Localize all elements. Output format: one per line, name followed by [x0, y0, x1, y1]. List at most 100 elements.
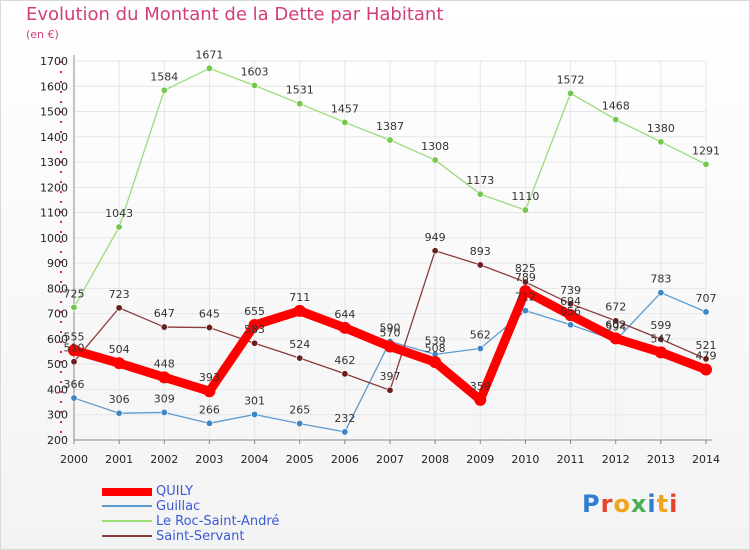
data-label-saint-servant: 510	[64, 342, 85, 355]
logo-letter: t	[656, 490, 670, 518]
data-label-saint-servant: 647	[154, 307, 175, 320]
data-label-saint-servant: 949	[425, 231, 446, 244]
data-point-quily	[293, 304, 306, 317]
data-point-quily	[113, 357, 126, 370]
x-tick-label: 2014	[692, 453, 720, 466]
data-point-quily	[68, 344, 80, 357]
data-label-quily: 602	[605, 318, 626, 331]
data-label-le-roc-saint-andre: 1380	[647, 122, 675, 135]
legend-label-quily: QUILY	[156, 484, 194, 499]
x-tick-label: 2008	[421, 453, 449, 466]
data-label-quily: 655	[244, 305, 265, 318]
data-label-le-roc-saint-andre: 1110	[511, 190, 539, 203]
data-label-saint-servant: 521	[696, 339, 717, 352]
data-label-guillac: 366	[64, 378, 85, 391]
data-point-le-roc-saint-andre	[476, 190, 484, 198]
legend-label-guillac: Guillac	[156, 499, 201, 514]
data-point-quily	[654, 346, 667, 359]
y-tick-label: 700	[47, 308, 68, 321]
y-tick-label: 400	[47, 383, 68, 396]
data-point-quily	[248, 319, 261, 332]
data-labels: 366 306 309 266 301 265 232 590 539 562 712 656 594 7…	[64, 48, 721, 425]
data-point-le-roc-saint-andre	[115, 223, 123, 231]
logo-letter: P	[582, 490, 601, 518]
data-label-quily: 694	[560, 295, 581, 308]
x-tick-label: 2003	[195, 453, 223, 466]
y-tick-label: 800	[47, 282, 68, 295]
data-point-quily	[384, 340, 396, 353]
data-label-guillac: 590	[380, 321, 401, 334]
data-point-saint-servant	[341, 370, 349, 378]
data-label-saint-servant: 462	[334, 354, 355, 367]
data-point-quily	[519, 285, 532, 298]
data-point-guillac	[296, 420, 304, 428]
data-point-saint-servant	[567, 300, 575, 308]
data-point-guillac	[251, 410, 259, 418]
data-label-le-roc-saint-andre: 1308	[421, 140, 449, 153]
data-point-saint-servant	[702, 355, 710, 363]
data-label-saint-servant: 723	[109, 288, 130, 301]
data-label-le-roc-saint-andre: 725	[64, 287, 85, 300]
data-label-le-roc-saint-andre: 1173	[466, 174, 494, 187]
data-point-le-roc-saint-andre	[431, 156, 439, 164]
data-label-le-roc-saint-andre: 1572	[557, 73, 585, 86]
data-label-le-roc-saint-andre: 1457	[331, 102, 359, 115]
data-label-guillac: 783	[650, 273, 671, 286]
legend-label-saint-servant: Saint-Servant	[156, 529, 245, 544]
y-tick-label: 1100	[40, 207, 68, 220]
x-tick-label: 2005	[286, 453, 314, 466]
data-point-le-roc-saint-andre	[521, 206, 529, 214]
data-label-saint-servant: 825	[515, 262, 536, 275]
y-tick-label: 1500	[40, 106, 68, 119]
data-point-le-roc-saint-andre	[657, 138, 665, 146]
data-point-le-roc-saint-andre	[567, 89, 575, 97]
data-point-guillac	[657, 289, 665, 297]
data-point-guillac	[341, 428, 349, 436]
data-point-quily	[700, 363, 712, 376]
data-point-guillac	[567, 321, 575, 329]
data-label-quily: 555	[64, 330, 85, 343]
data-point-le-roc-saint-andre	[70, 303, 78, 311]
data-label-saint-servant: 672	[605, 301, 626, 314]
x-tick-label: 2001	[105, 453, 133, 466]
data-point-guillac	[205, 419, 213, 427]
data-label-quily: 570	[380, 327, 401, 340]
data-label-guillac: 712	[515, 291, 536, 304]
y-tick-label: 1700	[40, 55, 68, 68]
data-label-guillac: 265	[289, 404, 310, 417]
data-label-guillac: 539	[425, 334, 446, 347]
data-label-saint-servant: 583	[244, 323, 265, 336]
data-label-le-roc-saint-andre: 1603	[241, 66, 269, 79]
data-label-le-roc-saint-andre: 1043	[105, 207, 133, 220]
y-tick-label: 900	[47, 257, 68, 270]
data-label-guillac: 232	[334, 412, 355, 425]
data-point-guillac	[115, 409, 123, 417]
data-point-le-roc-saint-andre	[341, 118, 349, 126]
data-label-quily: 547	[650, 332, 671, 345]
data-point-saint-servant	[70, 358, 78, 366]
data-point-guillac	[702, 308, 710, 316]
x-tick-label: 2007	[376, 453, 404, 466]
data-point-saint-servant	[160, 323, 168, 331]
data-label-guillac: 707	[696, 292, 717, 305]
y-tick-label: 1600	[40, 80, 68, 93]
data-label-le-roc-saint-andre: 1468	[602, 100, 630, 113]
x-tick-label: 2002	[150, 453, 178, 466]
data-point-le-roc-saint-andre	[296, 100, 304, 108]
legend-swatch-saint-servant	[102, 535, 152, 537]
data-point-le-roc-saint-andre	[386, 136, 394, 144]
data-point-saint-servant	[296, 354, 304, 362]
data-label-quily: 448	[154, 357, 175, 370]
x-tick-label: 2010	[511, 453, 539, 466]
logo-letter: o	[613, 490, 631, 518]
data-point-saint-servant	[205, 324, 213, 332]
data-label-quily: 711	[289, 291, 310, 304]
x-tick-label: 2009	[466, 453, 494, 466]
data-point-quily	[158, 371, 171, 384]
data-point-quily	[429, 356, 442, 369]
data-label-guillac: 562	[470, 329, 491, 342]
data-label-saint-servant: 739	[560, 284, 581, 297]
logo-letter: r	[600, 490, 614, 518]
y-tick-label: 500	[47, 358, 68, 371]
